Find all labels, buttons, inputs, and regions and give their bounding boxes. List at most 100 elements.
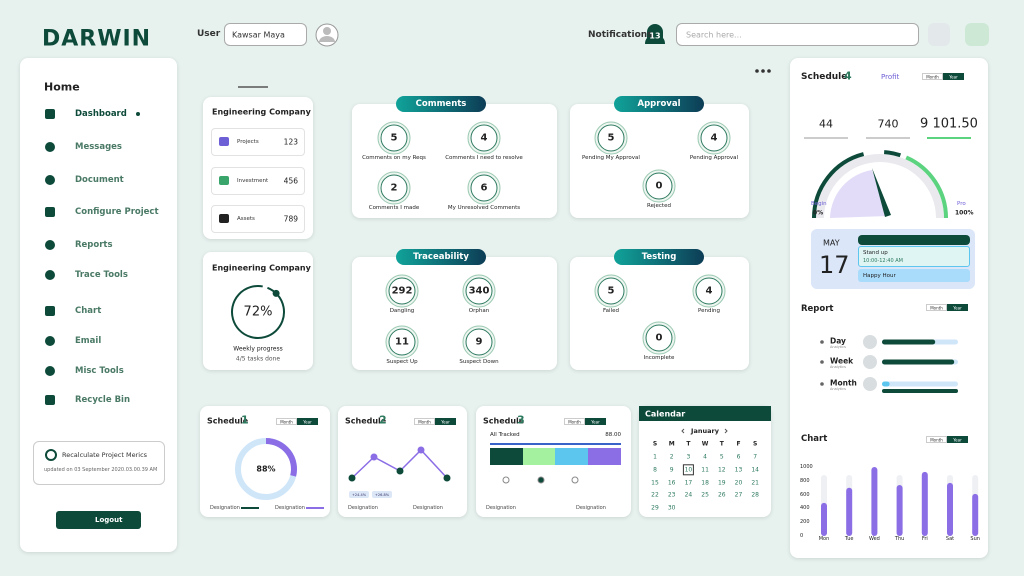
bar bbox=[871, 467, 878, 536]
weekday: M bbox=[668, 440, 675, 448]
panel bbox=[639, 406, 771, 517]
stat-circle bbox=[700, 124, 728, 152]
stat-label: Rejected bbox=[647, 203, 671, 209]
bar bbox=[947, 482, 953, 536]
day: 10 bbox=[684, 466, 693, 474]
toggle-year[interactable] bbox=[943, 73, 964, 80]
report-icon bbox=[863, 377, 877, 391]
profit-link: Profit bbox=[881, 73, 900, 81]
company-value: 123 bbox=[283, 137, 298, 147]
user-select[interactable] bbox=[224, 23, 307, 46]
progress-tasks: 4/5 tasks done bbox=[235, 355, 281, 363]
stat-value: 4 bbox=[705, 285, 713, 297]
day: 26 bbox=[717, 491, 726, 499]
grid-button[interactable] bbox=[965, 23, 989, 46]
recalc-box[interactable] bbox=[33, 441, 165, 485]
nav-icon bbox=[45, 336, 55, 346]
stat-label: Comments on my Reqs bbox=[362, 155, 426, 161]
today-box bbox=[682, 464, 694, 476]
nav-item[interactable]: Trace Tools bbox=[75, 270, 128, 280]
gauge-arc bbox=[883, 150, 902, 158]
day: 25 bbox=[701, 491, 709, 499]
toggle-label: Month bbox=[418, 419, 431, 424]
toggle-year[interactable] bbox=[947, 304, 968, 311]
nav-item[interactable]: Misc Tools bbox=[75, 366, 124, 376]
nav-item[interactable]: Email bbox=[75, 336, 102, 346]
toggle-month[interactable] bbox=[922, 73, 943, 80]
toggle-label: Month bbox=[280, 419, 293, 424]
list-button[interactable] bbox=[928, 23, 950, 46]
stat-label: Suspect Up bbox=[386, 359, 418, 365]
toggle-year[interactable] bbox=[947, 436, 968, 443]
day: 29 bbox=[651, 504, 659, 512]
toggle-year[interactable] bbox=[585, 418, 606, 425]
bar bbox=[896, 484, 903, 536]
toggle-year[interactable] bbox=[435, 418, 456, 425]
line-point bbox=[348, 474, 356, 482]
gauge-begin: Begin bbox=[811, 201, 827, 207]
donut-arc bbox=[265, 438, 297, 477]
stat-label: Incomplete bbox=[643, 355, 675, 361]
legend-label: Designation bbox=[576, 505, 606, 511]
tracked-segment bbox=[555, 448, 588, 465]
logout-button[interactable] bbox=[56, 511, 141, 529]
toggle-month[interactable] bbox=[414, 418, 435, 425]
report-dot bbox=[820, 382, 824, 386]
more-dot bbox=[761, 69, 765, 73]
nav-item[interactable]: Messages bbox=[75, 142, 122, 152]
nav-item[interactable]: Reports bbox=[75, 240, 113, 250]
report-sub: Analytics bbox=[830, 387, 846, 391]
toggle-year[interactable] bbox=[297, 418, 318, 425]
stat-label: Pending Approval bbox=[689, 155, 739, 161]
toggle-month[interactable] bbox=[926, 436, 947, 443]
stat-circle bbox=[388, 277, 416, 305]
card-title: Traceability bbox=[413, 252, 469, 262]
weekday: S bbox=[652, 440, 658, 448]
event[interactable] bbox=[858, 269, 970, 282]
nav-item[interactable]: Document bbox=[75, 175, 124, 185]
toggle-month[interactable] bbox=[564, 418, 585, 425]
day: 28 bbox=[751, 491, 760, 499]
company-row bbox=[211, 128, 305, 156]
company-row bbox=[211, 167, 305, 195]
gauge-arc bbox=[812, 152, 865, 219]
avatar-body bbox=[319, 36, 335, 42]
nav-icon bbox=[45, 306, 55, 316]
nav-item[interactable]: Chart bbox=[75, 306, 102, 316]
toggle-month[interactable] bbox=[926, 304, 947, 311]
user-label: User bbox=[197, 29, 221, 39]
stat-label: Comments I need to resolve bbox=[445, 155, 523, 161]
nav-item[interactable]: Recycle Bin bbox=[75, 395, 131, 405]
line-point bbox=[443, 474, 451, 482]
search[interactable] bbox=[676, 23, 919, 46]
radio bbox=[502, 476, 510, 484]
x-tick-label: Wed bbox=[868, 536, 880, 542]
day: 24 bbox=[684, 491, 693, 499]
stat-label: Suspect Down bbox=[459, 359, 499, 365]
schedule-number: 2 bbox=[379, 413, 387, 427]
panel bbox=[20, 58, 177, 552]
nav-item[interactable]: Dashboard bbox=[75, 109, 127, 119]
company-icon bbox=[219, 137, 229, 146]
nav-icon bbox=[45, 366, 55, 376]
report-bar bbox=[882, 389, 958, 393]
stat-value: 340 bbox=[468, 285, 490, 297]
company-icon bbox=[219, 176, 229, 185]
legend-label: Designation bbox=[275, 505, 305, 511]
sidebar-title: Home bbox=[44, 80, 80, 94]
stat-label: Dangling bbox=[389, 308, 415, 314]
gauge-begin-value: 0% bbox=[813, 209, 824, 217]
report-icon bbox=[863, 355, 877, 369]
active-dot bbox=[136, 112, 140, 116]
profit-title: Schedule bbox=[801, 72, 848, 82]
toggle-month[interactable] bbox=[276, 418, 297, 425]
tag-label: +24.4% bbox=[351, 492, 367, 497]
nav-icon bbox=[45, 175, 55, 185]
stat-value: 6 bbox=[480, 182, 488, 194]
company-icon bbox=[219, 214, 229, 223]
stat-circle bbox=[388, 328, 416, 356]
bar bbox=[821, 502, 827, 536]
stat-circle bbox=[465, 328, 493, 356]
event[interactable] bbox=[858, 246, 970, 267]
nav-item[interactable]: Configure Project bbox=[75, 207, 159, 217]
